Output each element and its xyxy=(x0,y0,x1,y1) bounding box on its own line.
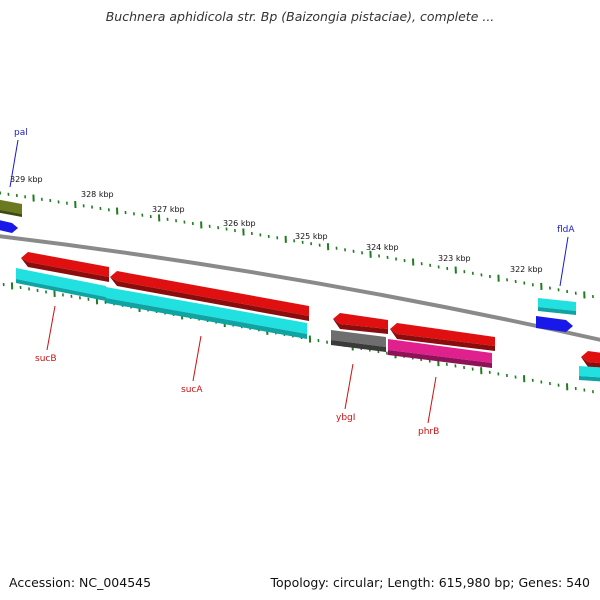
feature-sucA-red[interactable] xyxy=(110,271,309,321)
scale-label: 323 kbp xyxy=(438,254,471,263)
scale-ticks-inner xyxy=(2,282,594,394)
feature-sucA-cyan[interactable] xyxy=(106,287,307,339)
gene-labels: pal fldA sucB sucA ybgI phrB xyxy=(14,128,575,437)
scale-label: 327 kbp xyxy=(152,205,185,214)
feature-fldA-cyan[interactable] xyxy=(538,298,576,315)
feature-red[interactable] xyxy=(581,351,600,368)
scale-label: 328 kbp xyxy=(81,190,114,199)
scale-label: 324 kbp xyxy=(366,243,399,252)
scale-labels: 329 kbp 328 kbp 327 kbp 326 kbp 325 kbp … xyxy=(10,175,543,274)
scale-ticks-outer xyxy=(0,191,594,299)
scale-label: 326 kbp xyxy=(223,219,256,228)
gene-label-sucA[interactable]: sucA xyxy=(181,385,203,395)
gene-label-pal[interactable]: pal xyxy=(14,128,28,138)
feature-red[interactable] xyxy=(333,313,388,334)
feature-sucB-cyan[interactable] xyxy=(16,268,106,301)
scale-label: 322 kbp xyxy=(510,265,543,274)
gene-label-sucB[interactable]: sucB xyxy=(35,354,57,364)
feature-cyan[interactable] xyxy=(579,366,600,382)
gene-label-ybgI[interactable]: ybgI xyxy=(336,413,355,423)
gene-label-phrB[interactable]: phrB xyxy=(418,427,439,437)
scale-label: 329 kbp xyxy=(10,175,43,184)
genome-backbone xyxy=(0,234,600,342)
scale-label: 325 kbp xyxy=(295,232,328,241)
page-title: Buchnera aphidicola str. Bp (Baizongia p… xyxy=(105,9,495,24)
feature-olive[interactable] xyxy=(0,198,22,217)
feature-sucB-red[interactable] xyxy=(21,252,109,282)
accession-text: Accession: NC_004545 xyxy=(9,575,152,590)
feature-phrB-magenta[interactable] xyxy=(388,339,492,368)
feature-blue[interactable] xyxy=(0,218,18,233)
genome-summary-text: Topology: circular; Length: 615,980 bp; … xyxy=(270,575,591,590)
label-leaders xyxy=(9,139,569,424)
feature-red[interactable] xyxy=(390,323,495,351)
feature-ybgI-gray[interactable] xyxy=(331,330,386,352)
gene-label-fldA[interactable]: fldA xyxy=(557,225,575,235)
feature-blue[interactable] xyxy=(536,316,573,332)
forward-features xyxy=(0,198,576,332)
reverse-features xyxy=(16,252,600,382)
